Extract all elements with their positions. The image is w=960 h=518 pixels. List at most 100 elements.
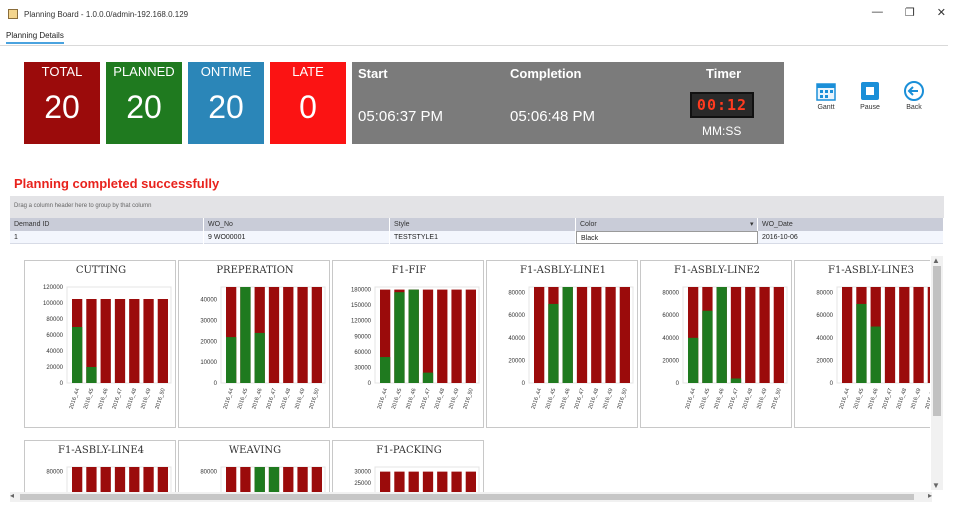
ontime-label: ONTIME	[200, 64, 252, 79]
x-tick-label: 2016_45	[545, 388, 557, 410]
bar-total	[143, 299, 154, 383]
x-tick-label: 2016_50	[924, 388, 930, 410]
bar-planned	[254, 467, 265, 492]
x-tick-label: 2016_45	[237, 388, 249, 410]
column-header-color[interactable]: Color	[576, 218, 758, 231]
planned-tile: PLANNED 20	[106, 62, 182, 144]
ontime-value: 20	[208, 89, 244, 125]
chart-card: F1-ASBLY-LINE4 80000	[24, 440, 176, 492]
bar-planned	[730, 378, 742, 383]
chart-title: F1-FIF	[391, 265, 427, 276]
group-panel[interactable]: Drag a column header here to group by th…	[10, 196, 944, 218]
window-title: Planning Board - 1.0.0.0/admin-192.168.0…	[24, 9, 189, 19]
timer-unit: MM:SS	[702, 124, 742, 138]
column-header-style[interactable]: Style	[390, 218, 576, 231]
horizontal-scroll-thumb[interactable]	[20, 494, 914, 500]
chart-card: CUTTING 120000 100000 80000 60000 40000 20000 0…	[24, 260, 176, 428]
chart-title: F1-ASBLY-LINE3	[828, 265, 914, 276]
bar-total	[129, 299, 140, 383]
x-tick-label: 2016_48	[434, 388, 446, 410]
y-tick-label: 0	[522, 381, 526, 387]
x-tick-label: 2016_48	[588, 388, 600, 410]
stop-icon	[861, 82, 879, 100]
cell-demand-id[interactable]: 1	[10, 231, 204, 244]
x-tick-label: 2016_47	[728, 388, 740, 410]
minimize-button[interactable]: —	[871, 6, 883, 18]
x-tick-label: 2016_46	[867, 388, 879, 410]
bar-total	[773, 287, 784, 383]
total-tile: TOTAL 20	[24, 62, 100, 144]
y-tick-label: 20000	[200, 339, 217, 345]
bar-total	[451, 289, 462, 383]
x-tick-label: 2016_49	[756, 388, 768, 410]
x-tick-label: 2016_47	[574, 388, 586, 410]
y-tick-label: 20000	[508, 358, 525, 364]
x-tick-label: 2016_44	[69, 388, 81, 410]
bar-total	[927, 287, 930, 383]
total-label: TOTAL	[41, 64, 83, 79]
scroll-down-icon[interactable]: ▼	[932, 481, 940, 490]
x-tick-label: 2016_50	[616, 388, 628, 410]
window-controls: — ❐ ✕	[872, 6, 946, 19]
maximize-button[interactable]: ❐	[904, 7, 915, 19]
back-button[interactable]: Back	[894, 80, 934, 111]
y-tick-label: 80000	[508, 291, 525, 297]
y-tick-label: 150000	[351, 303, 372, 309]
y-tick-label: 80000	[662, 291, 679, 297]
completion-label: Completion	[510, 66, 582, 81]
scroll-left-icon[interactable]: ◂	[10, 491, 15, 500]
bar-total	[451, 471, 462, 492]
x-tick-label: 2016_49	[910, 388, 922, 410]
bar-total	[465, 289, 476, 383]
chart-card: F1-PACKING 30000 25000	[332, 440, 484, 492]
bar-total	[114, 299, 126, 383]
y-tick-label: 20000	[662, 358, 679, 364]
column-header-wo-no[interactable]: WO_No	[204, 218, 390, 231]
bar-total	[730, 287, 742, 383]
y-tick-label: 180000	[351, 288, 372, 294]
scroll-right-icon[interactable]: ▸	[927, 491, 932, 500]
x-tick-label: 2016_46	[713, 388, 725, 410]
x-tick-label: 2016_44	[377, 388, 389, 410]
cell-color-editor[interactable]: Black	[576, 231, 758, 244]
chart-card: PREPERATION 40000 30000 20000 10000 0 2016_44 2…	[178, 260, 330, 428]
x-tick-label: 2016_50	[308, 388, 320, 410]
late-value: 0	[299, 89, 317, 125]
pause-button[interactable]: Pause	[850, 80, 890, 111]
app-icon	[8, 9, 18, 19]
bar-total	[534, 287, 545, 383]
bar-total	[619, 287, 630, 383]
x-tick-label: 2016_50	[770, 388, 782, 410]
gantt-button[interactable]: Gantt	[806, 80, 846, 111]
table-row[interactable]: 1 9 WO00001 TESTSTYLE1 Black 2016-10-06	[10, 231, 944, 244]
y-tick-label: 25000	[354, 481, 371, 487]
horizontal-scrollbar[interactable]: ◂ ▸	[10, 491, 932, 502]
y-tick-label: 100000	[43, 301, 64, 307]
x-tick-label: 2016_46	[97, 388, 109, 410]
bar-planned	[548, 303, 559, 383]
cell-wo-no[interactable]: 9 WO00001	[204, 231, 390, 244]
chart-card: F1-FIF 180000 150000 120000 90000 60000 30000 0…	[332, 260, 484, 428]
x-tick-label: 2016_50	[462, 388, 474, 410]
bar-total	[408, 471, 419, 492]
bar-planned	[254, 332, 265, 383]
timer-label: Timer	[706, 66, 742, 81]
cell-wo-date[interactable]: 2016-10-06	[758, 231, 944, 244]
x-tick-label: 2016_48	[896, 388, 908, 410]
column-header-demand-id[interactable]: Demand ID	[10, 218, 204, 231]
close-button[interactable]: ✕	[936, 7, 946, 19]
bar-total	[884, 287, 896, 383]
tab-planning-details[interactable]: Planning Details	[6, 31, 64, 44]
chart-title: PREPERATION	[216, 265, 294, 276]
scroll-up-icon[interactable]: ▲	[932, 256, 940, 265]
filter-icon[interactable]: ▾	[750, 221, 754, 228]
x-tick-label: 2016_47	[266, 388, 278, 410]
vertical-scroll-thumb[interactable]	[933, 266, 941, 416]
bar-total	[72, 467, 83, 492]
x-tick-label: 2016_47	[112, 388, 124, 410]
cell-style[interactable]: TESTSTYLE1	[390, 231, 576, 244]
vertical-scrollbar[interactable]: ▲ ▼	[931, 256, 943, 490]
column-header-wo-date[interactable]: WO_Date	[758, 218, 944, 231]
